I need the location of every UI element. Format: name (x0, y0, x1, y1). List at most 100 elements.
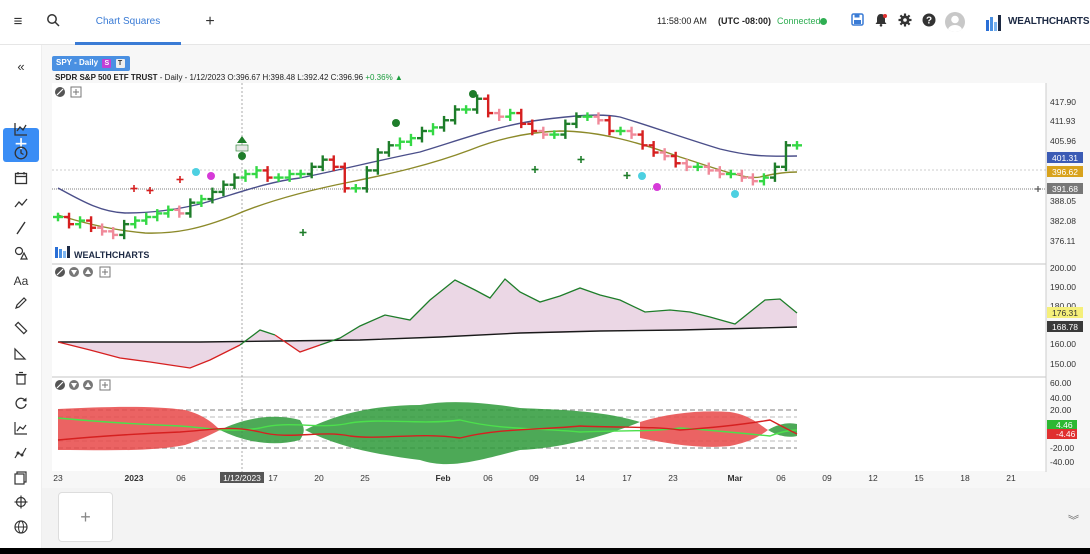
measure-icon[interactable] (11, 346, 31, 366)
save-icon[interactable] (848, 13, 866, 31)
price-bar[interactable] (615, 126, 626, 136)
price-bar[interactable] (339, 162, 350, 193)
price-bar[interactable] (119, 219, 130, 240)
price-bar[interactable] (130, 216, 141, 229)
avatar-icon[interactable] (945, 12, 965, 32)
price-axis[interactable]: 417.90 411.93 405.96 401.31 396.62 391.68 388.… (1047, 97, 1083, 246)
price-bar[interactable] (461, 105, 472, 114)
chart-type-icon[interactable] (11, 122, 31, 142)
price-bar[interactable] (284, 169, 295, 182)
price-bar[interactable] (306, 162, 317, 179)
price-bar[interactable] (703, 162, 714, 175)
osc2-pane-controls[interactable] (55, 379, 111, 391)
price-bar[interactable] (383, 141, 394, 157)
price-bar[interactable] (262, 166, 273, 182)
price-bar[interactable] (670, 151, 681, 168)
price-bar[interactable] (439, 115, 450, 132)
osc1-axis[interactable]: 200.00 190.00 180.00 160.00 150.00 176.31 168.… (1047, 263, 1083, 369)
price-bar[interactable] (593, 112, 604, 125)
collapse-toolbar-icon[interactable]: « (17, 59, 25, 74)
price-bar[interactable] (196, 194, 207, 207)
new-tab-button[interactable]: + (205, 13, 215, 30)
price-bar[interactable] (64, 212, 75, 229)
price-bar[interactable] (152, 209, 163, 222)
price-pane[interactable] (52, 83, 1046, 263)
badge-s[interactable]: S (102, 59, 112, 68)
badge-t[interactable]: T (115, 59, 125, 68)
price-bar[interactable] (141, 212, 152, 225)
trash-icon[interactable] (11, 371, 31, 391)
price-bar[interactable] (780, 141, 791, 172)
indicator-icon[interactable] (11, 421, 31, 441)
price-bar[interactable] (350, 184, 361, 193)
price-bar[interactable] (295, 169, 306, 179)
price-bar[interactable] (97, 223, 108, 236)
price-bar[interactable] (240, 169, 251, 182)
bell-icon[interactable] (872, 13, 890, 31)
osc2-axis[interactable]: 60.00 40.00 20.00 -20.00 -40.00 4.46-4.46 (1047, 378, 1077, 467)
price-bar[interactable] (372, 148, 383, 175)
gear-icon[interactable] (896, 13, 914, 31)
crosshair-icon[interactable] (11, 495, 31, 515)
collapse-panel-icon[interactable]: ︾ (1068, 515, 1079, 527)
price-bar[interactable] (185, 198, 196, 218)
price-bar[interactable] (163, 205, 174, 218)
price-bar[interactable] (229, 173, 240, 190)
price-bars[interactable] (53, 94, 802, 240)
price-bar[interactable] (725, 169, 736, 179)
price-bar[interactable] (659, 148, 670, 161)
price-bar[interactable] (450, 105, 461, 125)
price-bar[interactable] (405, 133, 416, 147)
price-bar[interactable] (516, 108, 527, 129)
osc1-pane-controls[interactable] (55, 266, 111, 278)
pencil-icon[interactable] (11, 296, 31, 316)
price-bar[interactable] (736, 169, 747, 182)
shapes-icon[interactable] (11, 246, 31, 266)
globe-icon[interactable] (11, 520, 31, 540)
trend-icon[interactable] (11, 196, 31, 216)
time-axis[interactable]: 23 2023 06 1/12/2023 17 20 25 Feb 06 09 14 17 23 Mar 0… (53, 472, 1016, 483)
layers-icon[interactable] (11, 471, 31, 491)
price-bar[interactable] (758, 173, 769, 186)
chart-svg[interactable]: WEALTHCHARTS 417.90 411.93 405.96 401.31 396… (0, 0, 1090, 488)
ruler-icon[interactable] (11, 321, 31, 341)
price-bar[interactable] (549, 130, 560, 139)
strategy-icon[interactable] (11, 446, 31, 466)
clock-icon[interactable] (11, 146, 31, 166)
price-bar[interactable] (394, 137, 405, 150)
hamburger-icon[interactable]: ≡ (13, 13, 23, 30)
price-bar[interactable] (769, 162, 780, 182)
price-bar[interactable] (174, 205, 185, 218)
price-bar[interactable] (637, 130, 648, 150)
price-bar[interactable] (328, 155, 339, 172)
refresh-icon[interactable] (11, 396, 31, 416)
price-bar[interactable] (494, 108, 505, 121)
price-bar[interactable] (714, 166, 725, 179)
price-bar[interactable] (75, 216, 86, 229)
price-bar[interactable] (571, 112, 582, 129)
price-bar[interactable] (747, 173, 758, 186)
price-pane-controls[interactable] (55, 86, 82, 98)
tab-chart-squares[interactable]: Chart Squares (75, 0, 181, 45)
price-bar[interactable] (560, 119, 571, 139)
price-bar[interactable] (505, 108, 516, 121)
price-bar[interactable] (692, 162, 703, 172)
price-bar[interactable] (648, 141, 659, 157)
price-bar[interactable] (218, 180, 229, 197)
search-icon[interactable] (44, 13, 62, 31)
price-bar[interactable] (273, 173, 284, 182)
price-bar[interactable] (251, 166, 262, 179)
price-bar[interactable] (361, 166, 372, 193)
price-bar[interactable] (472, 94, 483, 114)
crosshair-plus-icon[interactable] (1035, 186, 1041, 192)
add-chart-button[interactable]: + (58, 492, 113, 542)
calendar-icon[interactable] (11, 171, 31, 191)
price-bar[interactable] (527, 119, 538, 136)
help-icon[interactable]: ? (920, 13, 938, 31)
price-bar[interactable] (604, 115, 615, 136)
timezone[interactable]: (UTC -08:00) (718, 16, 772, 26)
price-bar[interactable] (86, 216, 97, 233)
price-bar[interactable] (317, 155, 328, 172)
price-bar[interactable] (538, 126, 549, 139)
price-bar[interactable] (582, 112, 593, 121)
